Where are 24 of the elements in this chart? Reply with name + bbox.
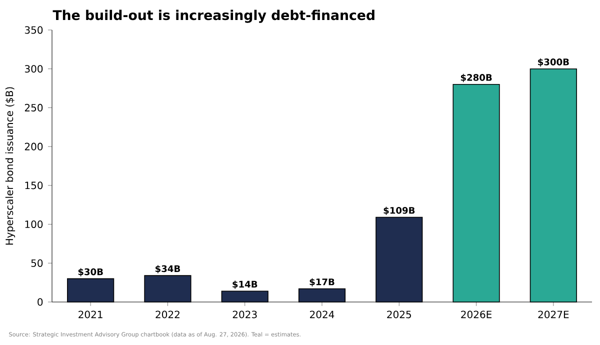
- y-tick-label: 0: [38, 298, 43, 306]
- y-tick-label: 300: [24, 65, 43, 73]
- data-label: $17B: [310, 278, 334, 287]
- data-label: $300B: [538, 58, 569, 67]
- x-tick-label: 2024: [310, 310, 334, 318]
- y-tick-label: 350: [24, 26, 43, 34]
- y-tick-label: 50: [31, 259, 43, 267]
- y-tick-label: 150: [25, 182, 43, 190]
- data-label: $280B: [460, 74, 492, 82]
- y-axis-title: Hyperscaler bond issuance ($B): [5, 87, 16, 245]
- x-tick-label: 2026E: [461, 310, 492, 318]
- data-label: $30B: [78, 268, 103, 276]
- y-tick-label: 250: [24, 104, 43, 112]
- data-label: $109B: [384, 206, 415, 216]
- x-tick-label: 2022: [156, 310, 180, 318]
- x-tick-label: 2027E: [538, 310, 569, 318]
- x-tick-label: 2025: [387, 310, 411, 318]
- x-tick-label: 2021: [78, 310, 102, 318]
- data-label: $34B: [156, 265, 180, 274]
- data-label: $14B: [232, 280, 258, 289]
- chart-title: The build-out is increasingly debt-financed: [52, 10, 374, 23]
- x-tick-label: 2023: [232, 310, 257, 318]
- y-tick-label: 100: [25, 220, 43, 228]
- y-tick-label: 200: [24, 142, 43, 150]
